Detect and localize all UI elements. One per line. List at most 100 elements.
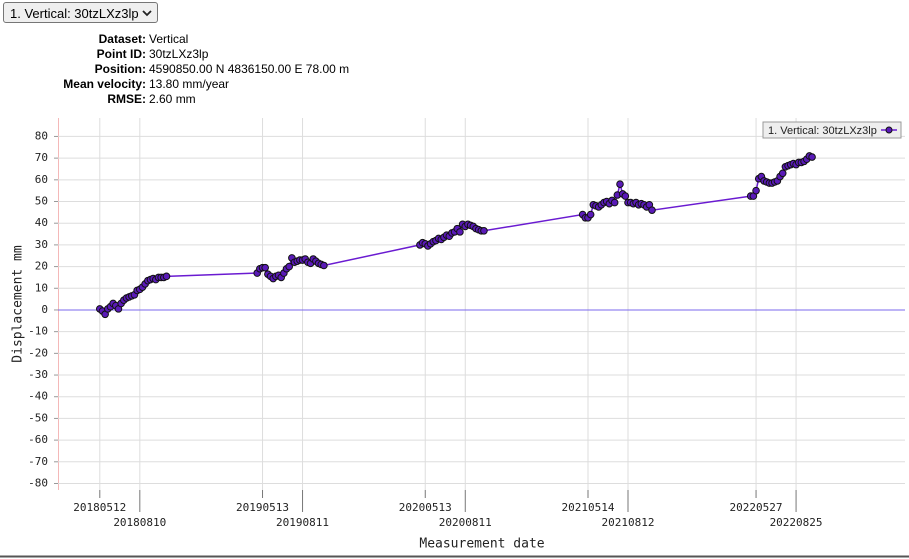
data-point <box>418 238 427 247</box>
info-value: 2.60 mm <box>149 92 196 106</box>
data-point <box>800 157 808 166</box>
y-tick-label: 0 <box>41 303 48 316</box>
data-point <box>442 231 451 239</box>
data-point <box>429 237 438 246</box>
data-point <box>312 257 320 265</box>
data-point <box>797 158 806 167</box>
data-point <box>602 197 611 206</box>
data-point <box>776 172 784 181</box>
data-point <box>629 199 638 208</box>
data-point <box>584 213 592 222</box>
y-tick-label: -50 <box>28 411 48 424</box>
data-point <box>605 199 614 208</box>
data-point <box>157 273 165 282</box>
data-point <box>266 272 275 281</box>
data-point <box>285 262 294 271</box>
y-tick-label: 50 <box>35 195 48 208</box>
data-point <box>456 228 464 236</box>
data-point <box>794 158 803 167</box>
info-value: 30tzLXz3lp <box>149 47 209 61</box>
data-point <box>290 258 299 267</box>
data-point <box>802 155 811 164</box>
x-tick-label: 20220825 <box>770 516 823 529</box>
data-point <box>306 259 315 268</box>
data-point <box>466 221 475 230</box>
data-point <box>258 263 267 272</box>
info-label: Dataset: <box>98 32 146 46</box>
data-point <box>805 152 814 160</box>
y-tick-label: -30 <box>28 368 48 381</box>
data-point <box>578 210 587 219</box>
data-point <box>589 200 598 209</box>
data-point <box>130 290 139 299</box>
data-point <box>304 258 312 267</box>
data-point <box>416 241 424 249</box>
data-point <box>320 261 328 270</box>
data-point <box>634 200 643 209</box>
data-point <box>765 179 774 187</box>
data-point <box>789 159 798 168</box>
dropdown-text: 1. Vertical: 30tzLXz3lp <box>10 6 139 21</box>
data-point <box>594 203 603 211</box>
x-tick-label: 20220527 <box>730 501 783 514</box>
data-point <box>298 256 307 264</box>
data-point <box>749 192 758 200</box>
data-point <box>133 286 141 295</box>
data-point <box>757 172 766 181</box>
series-line <box>99 155 813 316</box>
data-point <box>640 200 648 209</box>
data-point <box>128 292 136 300</box>
data-point <box>461 222 470 231</box>
data-point <box>648 206 656 214</box>
info-label: Point ID: <box>96 47 146 61</box>
data-point <box>464 220 472 229</box>
series-dropdown[interactable]: 1. Vertical: 30tzLXz3lp <box>3 2 158 23</box>
data-point <box>608 196 616 205</box>
data-point <box>784 161 792 170</box>
data-point <box>626 198 635 207</box>
info-label: Mean velocity: <box>63 77 146 91</box>
data-point <box>138 283 147 291</box>
data-point <box>117 299 125 308</box>
data-point <box>253 269 261 277</box>
data-point <box>760 177 768 185</box>
data-point <box>152 275 160 284</box>
data-point <box>162 272 171 281</box>
data-point <box>317 260 326 269</box>
y-tick-label: -70 <box>28 455 48 468</box>
data-point <box>440 233 448 242</box>
data-point <box>98 307 107 315</box>
data-point <box>95 305 104 313</box>
data-point <box>472 224 480 233</box>
data-point <box>752 186 760 195</box>
y-tick-label: 60 <box>35 173 48 186</box>
data-point <box>778 169 787 178</box>
info-label: Position: <box>94 62 146 76</box>
data-point <box>434 234 443 243</box>
data-point <box>125 293 133 301</box>
y-tick-label: -10 <box>28 325 48 338</box>
data-point <box>453 224 462 233</box>
x-tick-label: 20210812 <box>602 516 655 529</box>
y-tick-label: 80 <box>35 129 48 142</box>
legend: 1. Vertical: 30tzLXz3lp <box>762 121 902 139</box>
y-tick-label: -60 <box>28 433 48 446</box>
data-point <box>448 229 456 237</box>
data-point <box>293 257 302 265</box>
data-point <box>621 192 630 200</box>
data-point <box>256 264 264 273</box>
data-point <box>261 263 269 272</box>
data-point <box>288 254 296 262</box>
x-tick-label: 20200513 <box>399 501 452 514</box>
data-point <box>280 269 288 277</box>
y-tick-label: -20 <box>28 346 48 359</box>
legend-label: 1. Vertical: 30tzLXz3lp <box>768 125 877 137</box>
data-point <box>112 301 120 310</box>
data-point <box>421 240 430 248</box>
data-point <box>477 226 486 235</box>
data-point <box>114 305 123 313</box>
data-point <box>762 178 771 186</box>
data-point <box>136 285 144 294</box>
legend-box <box>762 121 902 139</box>
data-point <box>624 198 632 207</box>
